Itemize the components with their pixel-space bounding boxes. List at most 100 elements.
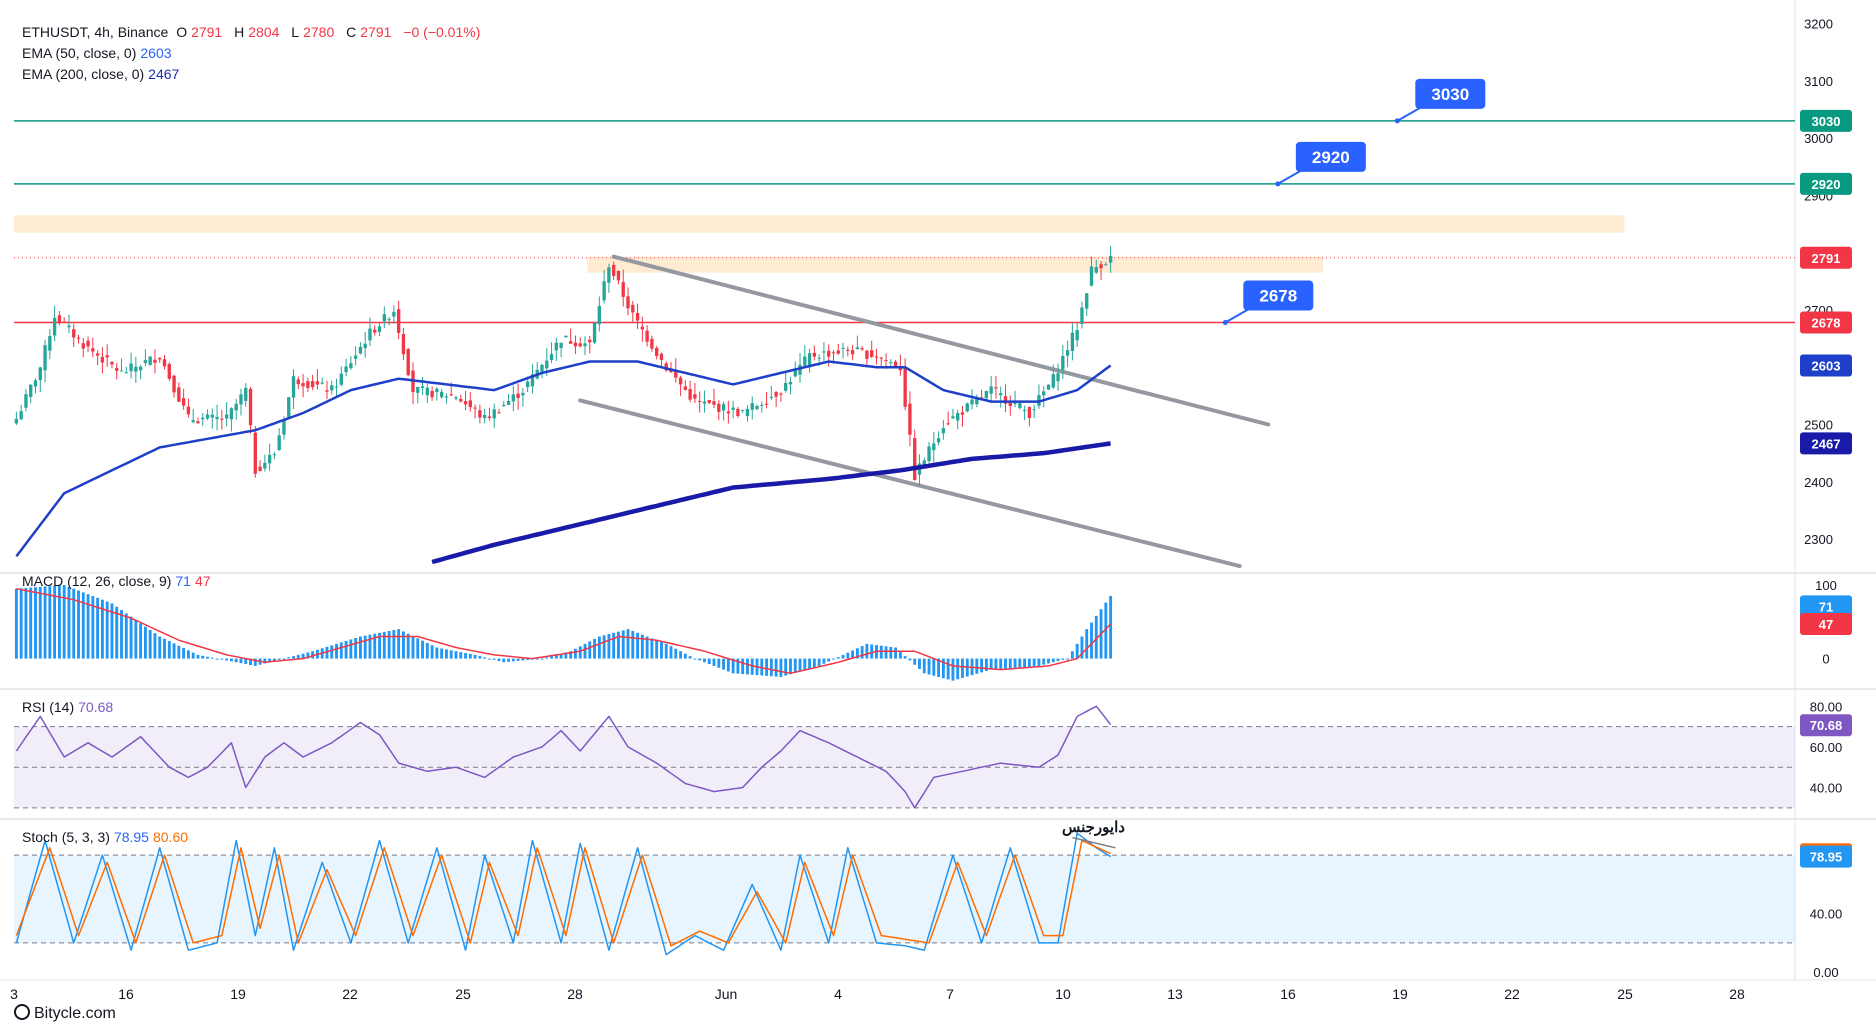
macd-bar xyxy=(598,637,601,659)
macd-bar xyxy=(201,656,204,659)
candle xyxy=(937,438,940,442)
candle xyxy=(932,443,935,450)
candle xyxy=(942,428,945,433)
macd-bar xyxy=(842,655,845,659)
macd-bar xyxy=(913,659,916,665)
macd-bar xyxy=(775,659,778,677)
macd-bar xyxy=(163,639,166,659)
stoch-band xyxy=(14,855,1795,943)
macd-bar xyxy=(713,659,716,666)
macd-bar xyxy=(861,646,864,659)
macd-bar xyxy=(187,650,190,658)
candle xyxy=(751,403,754,410)
candle xyxy=(106,355,109,357)
rsi-legend[interactable]: RSI (14) 70.68 xyxy=(22,699,117,715)
candle xyxy=(1071,333,1074,351)
candle xyxy=(287,397,290,417)
macd-bar xyxy=(521,659,524,661)
macd-bar xyxy=(813,659,816,668)
macd-bar xyxy=(278,659,281,660)
candle xyxy=(373,330,376,333)
candle xyxy=(201,418,204,420)
candle xyxy=(746,409,749,416)
macd-bar xyxy=(636,633,639,659)
candle xyxy=(110,362,113,365)
low-label: L 2780 xyxy=(291,24,338,40)
candle xyxy=(784,383,787,391)
macd-bar xyxy=(416,638,419,658)
candle xyxy=(645,331,648,342)
candle xyxy=(235,404,238,411)
candle xyxy=(650,339,653,349)
macd-bar xyxy=(703,659,706,663)
macd-bar xyxy=(865,644,868,659)
trading-chart[interactable]: 3030292026782300240025002700290030003100… xyxy=(0,0,1876,1035)
candle xyxy=(789,382,792,384)
candle xyxy=(1075,330,1078,340)
candle xyxy=(325,390,328,391)
candle xyxy=(383,314,386,321)
rsi-value: 70.68 xyxy=(78,699,113,715)
footer-brand[interactable]: Bitycle.com xyxy=(14,1004,116,1023)
change-label: −0 (−0.01%) xyxy=(403,24,480,40)
macd-bar xyxy=(588,641,591,658)
candle xyxy=(760,405,763,406)
candle xyxy=(555,343,558,351)
macd-bar xyxy=(665,644,668,659)
macd-legend[interactable]: MACD (12, 26, close, 9) 71 47 xyxy=(22,573,215,589)
macd-signal-line xyxy=(16,589,1110,674)
candle xyxy=(717,404,720,412)
price-tag-2791: 2791 xyxy=(1812,251,1841,266)
macd-bar xyxy=(779,659,782,677)
candle xyxy=(880,358,883,359)
candle xyxy=(340,374,343,385)
macd-tag-47: 47 xyxy=(1819,617,1833,632)
candle xyxy=(1080,308,1083,324)
candle xyxy=(330,385,333,390)
candle xyxy=(211,415,214,418)
candle xyxy=(1047,385,1050,390)
macd-bar xyxy=(741,659,744,674)
candle xyxy=(870,350,873,357)
candle xyxy=(579,343,582,346)
candle xyxy=(779,394,782,395)
macd-bar xyxy=(1090,623,1093,659)
candle xyxy=(134,367,137,372)
candle xyxy=(144,360,147,363)
macd-bar xyxy=(359,637,362,659)
candle xyxy=(655,348,658,356)
candle xyxy=(292,376,295,397)
macd-bar xyxy=(120,610,123,659)
candle xyxy=(851,350,854,354)
candle xyxy=(574,343,577,347)
candle xyxy=(583,343,586,346)
macd-bar xyxy=(908,659,911,661)
macd-bar xyxy=(220,659,223,660)
candle xyxy=(837,351,840,354)
candle xyxy=(774,392,777,397)
candle xyxy=(1109,256,1112,263)
candle xyxy=(1023,410,1026,411)
macd-bar xyxy=(1038,659,1041,666)
macd-tick-label: 0 xyxy=(1822,652,1829,667)
candle xyxy=(622,282,625,297)
macd-bar xyxy=(1023,659,1026,667)
macd-bar xyxy=(541,659,544,660)
candle xyxy=(846,350,849,351)
candle xyxy=(679,378,682,385)
ema200-legend[interactable]: EMA (200, close, 0) 2467 xyxy=(22,66,183,82)
price-tick-label: 2300 xyxy=(1804,532,1833,547)
candle xyxy=(459,399,462,401)
ema50-legend[interactable]: EMA (50, close, 0) 2603 xyxy=(22,45,176,61)
stoch-legend[interactable]: Stoch (5, 3, 3) 78.95 80.60 xyxy=(22,829,192,845)
candle xyxy=(153,360,156,363)
macd-bar xyxy=(1057,659,1060,661)
macd-value: 71 xyxy=(175,573,191,589)
candle xyxy=(225,414,228,418)
candle xyxy=(392,312,395,317)
callout-label: 3030 xyxy=(1431,85,1469,104)
macd-bar xyxy=(63,585,66,659)
macd-bar xyxy=(283,659,286,660)
macd-bar xyxy=(498,659,501,661)
candle xyxy=(306,381,309,388)
